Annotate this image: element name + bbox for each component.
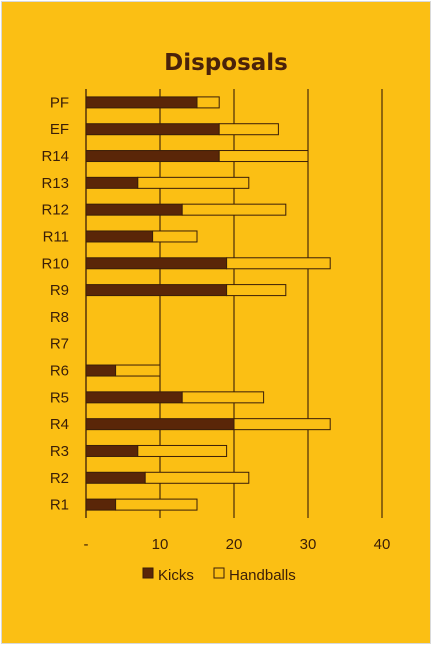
bar-kicks xyxy=(85,150,220,163)
bar-kicks xyxy=(85,257,228,270)
bar-handballs xyxy=(152,230,198,243)
bar-kicks xyxy=(85,444,139,457)
category-label: R3 xyxy=(50,443,69,460)
category-label: R1 xyxy=(50,497,69,514)
chart-title: Disposals xyxy=(164,50,288,76)
bar-kicks xyxy=(85,284,228,297)
category-label: R4 xyxy=(50,416,69,433)
bar-handballs xyxy=(233,418,331,431)
bar-handballs xyxy=(137,444,228,457)
bar-handballs xyxy=(181,203,287,216)
category-label: R11 xyxy=(43,228,69,245)
category-label: PF xyxy=(50,94,69,111)
bar-handballs xyxy=(226,257,331,270)
category-label: R7 xyxy=(50,336,69,353)
category-label: R9 xyxy=(50,282,69,299)
legend-handballs-swatch xyxy=(213,567,225,579)
category-label: R10 xyxy=(41,255,69,272)
x-tick-label: 20 xyxy=(226,536,243,553)
bar-handballs xyxy=(196,96,220,109)
category-label: R8 xyxy=(50,309,69,326)
legend-kicks-label: Kicks xyxy=(158,567,194,584)
legend-kicks-swatch xyxy=(142,567,154,579)
category-label: R6 xyxy=(50,363,69,380)
x-tick-label: 10 xyxy=(152,536,169,553)
bar-kicks xyxy=(85,230,154,243)
x-tick-label: 30 xyxy=(300,536,317,553)
bar-kicks xyxy=(85,364,117,377)
bar-kicks xyxy=(85,418,235,431)
bar-handballs xyxy=(115,498,198,511)
category-label: R5 xyxy=(50,389,69,406)
x-tick-label: 40 xyxy=(374,536,391,553)
bar-handballs xyxy=(218,123,279,136)
bar-kicks xyxy=(85,498,117,511)
bar-kicks xyxy=(85,96,198,109)
bar-handballs xyxy=(115,364,161,377)
bar-handballs xyxy=(181,391,265,404)
category-label: R13 xyxy=(41,175,69,192)
x-tick-label: - xyxy=(84,536,89,553)
legend-handballs-label: Handballs xyxy=(229,567,296,584)
bar-kicks xyxy=(85,391,183,404)
bar-handballs xyxy=(226,284,287,297)
category-label: R12 xyxy=(41,202,69,219)
bar-handballs xyxy=(137,176,250,189)
bar-kicks xyxy=(85,123,220,136)
bar-kicks xyxy=(85,176,139,189)
bar-handballs xyxy=(144,471,250,484)
category-label: R2 xyxy=(50,470,69,487)
category-label: R14 xyxy=(41,148,69,165)
category-label: EF xyxy=(50,121,69,138)
bar-kicks xyxy=(85,203,183,216)
bar-handballs xyxy=(218,150,309,163)
bar-kicks xyxy=(85,471,146,484)
